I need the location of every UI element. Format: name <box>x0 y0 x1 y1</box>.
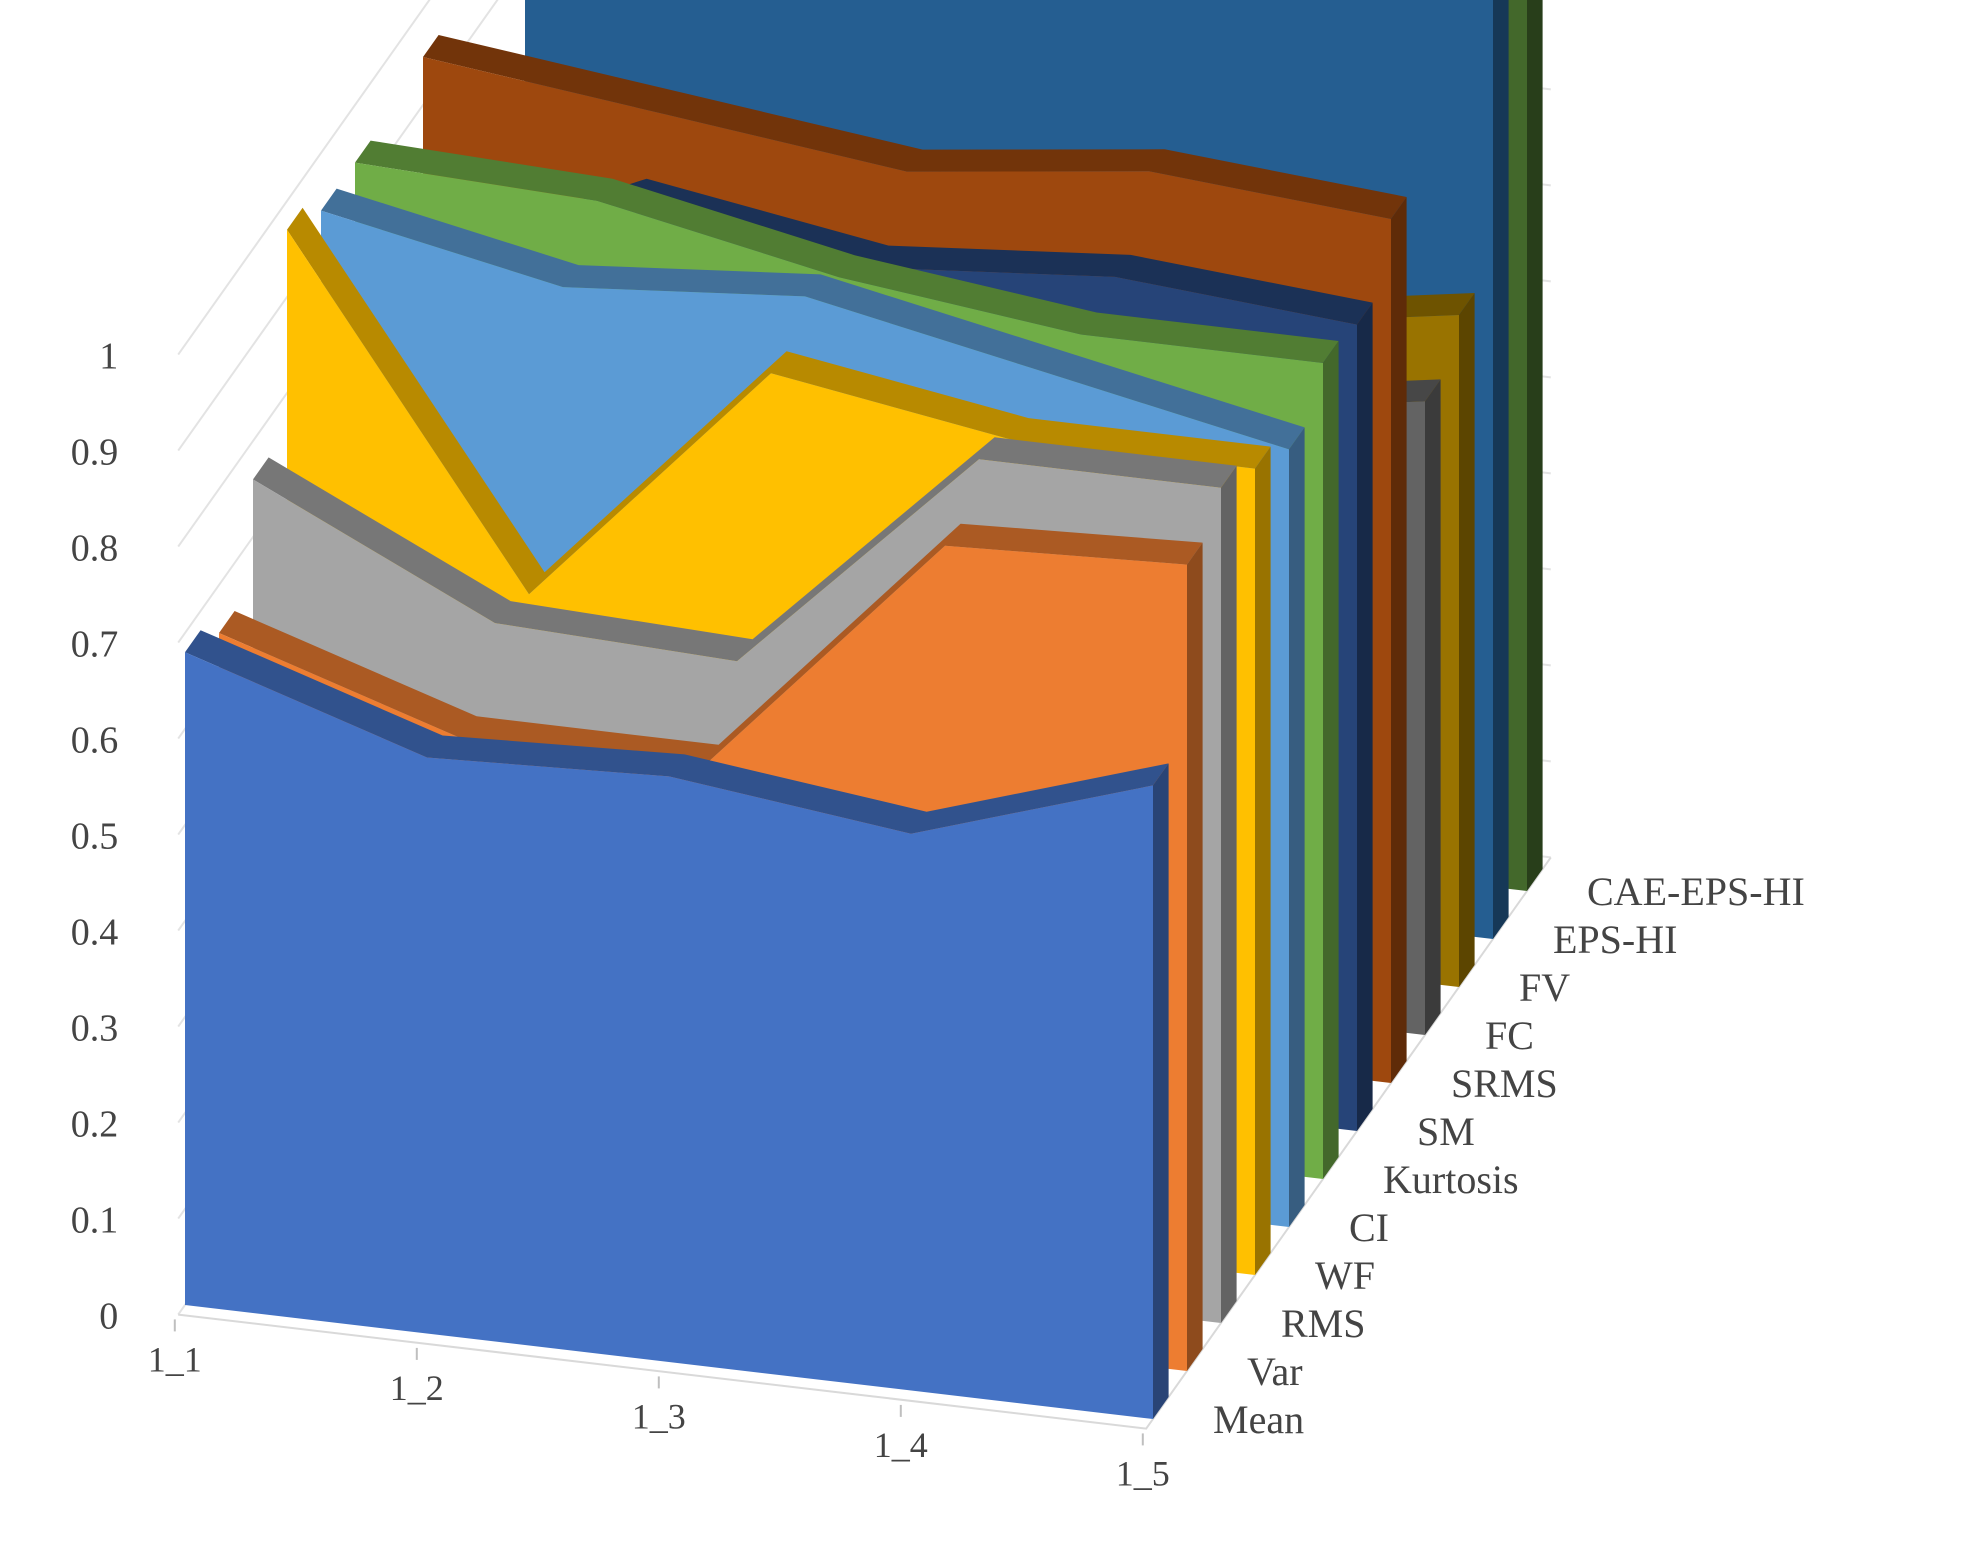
series-wall-side <box>1221 465 1237 1323</box>
series-wall-top <box>355 140 1339 363</box>
y-axis-ticks: 0 0.1 0.2 0.3 0.4 0.5 0.6 0.7 0.8 0.9 1 <box>71 336 119 1338</box>
y-tick-label: 0.9 <box>71 432 119 474</box>
series-wall-top <box>389 178 1373 325</box>
floor-edge <box>178 856 1552 1430</box>
series-wall-side <box>1153 763 1169 1419</box>
y-tick-label: 0.1 <box>71 1200 119 1242</box>
y-tick-label: 0.7 <box>71 624 119 666</box>
series-wall-side <box>1425 379 1441 1035</box>
series-label: CI <box>1349 1205 1389 1250</box>
y-tick-label: 0.3 <box>71 1008 119 1050</box>
series-label: Mean <box>1213 1397 1304 1442</box>
series-label: WF <box>1315 1253 1375 1298</box>
series-wall-side <box>1323 341 1339 1179</box>
series-wall-mean <box>185 630 1169 1419</box>
series-wall-side <box>1459 293 1475 987</box>
series-wall-top <box>219 523 1203 767</box>
x-tick-label: 1_1 <box>148 1339 202 1379</box>
x-tick-label: 1_3 <box>632 1396 686 1436</box>
gridline <box>177 0 431 356</box>
x-tick-label: 1_5 <box>1116 1453 1170 1493</box>
series-wall-side <box>1391 197 1407 1083</box>
series-wall-face <box>185 652 1153 1419</box>
series-walls <box>185 0 1543 1419</box>
series-label: SRMS <box>1451 1061 1558 1106</box>
series-wall-side <box>1289 427 1305 1227</box>
x-tick-label: 1_4 <box>874 1425 928 1465</box>
series-wall-side <box>1357 302 1373 1132</box>
series-wall-side <box>1493 0 1509 939</box>
series-label: RMS <box>1281 1301 1366 1346</box>
series-wall-side <box>1255 446 1271 1276</box>
series-wall-side <box>1527 0 1543 891</box>
series-wall-side <box>1187 542 1203 1371</box>
x-tick-label: 1_2 <box>390 1368 444 1408</box>
y-tick-label: 0.4 <box>71 912 119 954</box>
y-tick-label: 0.5 <box>71 816 119 858</box>
series-label: SM <box>1417 1109 1475 1154</box>
y-tick-label: 0 <box>99 1296 118 1338</box>
series-label: FC <box>1485 1013 1534 1058</box>
series-wall-top <box>423 35 1407 219</box>
chart-floor <box>178 856 1552 1430</box>
series-label: Var <box>1247 1349 1303 1394</box>
y-tick-label: 1 <box>99 336 118 378</box>
x-axis-ticks: 1_1 1_2 1_3 1_4 1_5 <box>148 1319 1170 1493</box>
series-label: EPS-HI <box>1553 917 1677 962</box>
series-depth-labels: CAE-EPS-HIEPS-HIFVFCSRMSSMKurtosisCIWFRM… <box>1213 869 1805 1442</box>
series-wall-top <box>185 630 1169 834</box>
series-wall-top <box>253 437 1237 662</box>
y-tick-label: 0.8 <box>71 528 119 570</box>
series-label: FV <box>1519 965 1570 1010</box>
y-tick-label: 0.2 <box>71 1104 119 1146</box>
series-label: CAE-EPS-HI <box>1587 869 1805 914</box>
series-label: Kurtosis <box>1383 1157 1519 1202</box>
y-tick-label: 0.6 <box>71 720 119 762</box>
